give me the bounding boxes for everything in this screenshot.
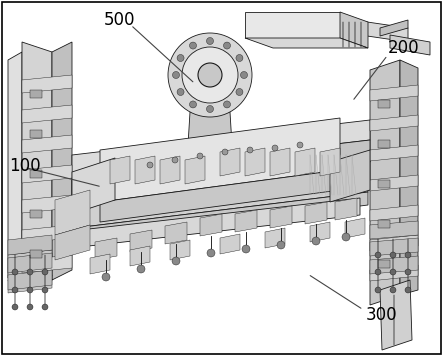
Circle shape	[297, 142, 303, 148]
Polygon shape	[265, 228, 285, 248]
Polygon shape	[370, 221, 418, 239]
Circle shape	[168, 33, 252, 117]
Bar	[378, 140, 390, 148]
Circle shape	[27, 269, 33, 275]
Circle shape	[182, 47, 238, 103]
Bar	[378, 220, 390, 228]
Circle shape	[42, 304, 48, 310]
Polygon shape	[370, 265, 418, 281]
Circle shape	[147, 162, 153, 168]
Polygon shape	[95, 238, 117, 260]
Circle shape	[312, 237, 320, 245]
Circle shape	[247, 147, 253, 153]
Polygon shape	[22, 42, 52, 280]
Polygon shape	[130, 246, 150, 266]
Polygon shape	[100, 118, 340, 202]
Text: 200: 200	[388, 39, 419, 57]
Circle shape	[27, 287, 33, 293]
Circle shape	[375, 287, 381, 293]
Polygon shape	[180, 145, 240, 165]
Polygon shape	[22, 75, 72, 93]
Circle shape	[190, 101, 197, 108]
Circle shape	[272, 145, 278, 151]
Polygon shape	[22, 225, 72, 243]
Polygon shape	[370, 115, 418, 131]
Polygon shape	[130, 230, 152, 252]
Polygon shape	[200, 214, 222, 236]
Polygon shape	[8, 275, 52, 293]
Polygon shape	[8, 253, 52, 273]
Polygon shape	[220, 234, 240, 254]
Circle shape	[236, 89, 243, 95]
Bar	[30, 170, 42, 178]
Text: 500: 500	[104, 11, 136, 28]
Polygon shape	[320, 148, 340, 176]
Circle shape	[390, 287, 396, 293]
Circle shape	[207, 249, 215, 257]
Polygon shape	[90, 254, 110, 274]
Bar	[378, 100, 390, 108]
Circle shape	[206, 105, 214, 112]
Circle shape	[241, 72, 248, 79]
Polygon shape	[72, 140, 370, 197]
Polygon shape	[8, 263, 52, 281]
Polygon shape	[80, 198, 360, 247]
Circle shape	[27, 304, 33, 310]
Polygon shape	[235, 210, 257, 232]
Circle shape	[137, 265, 145, 273]
Polygon shape	[8, 250, 52, 268]
Polygon shape	[370, 175, 418, 191]
Circle shape	[242, 245, 250, 253]
Polygon shape	[8, 270, 52, 290]
Circle shape	[405, 252, 411, 258]
Polygon shape	[22, 105, 72, 123]
Circle shape	[42, 287, 48, 293]
Polygon shape	[22, 195, 72, 213]
Polygon shape	[8, 235, 52, 255]
Circle shape	[390, 269, 396, 275]
Circle shape	[342, 233, 350, 241]
Circle shape	[197, 153, 203, 159]
Polygon shape	[22, 165, 72, 183]
Polygon shape	[340, 18, 408, 42]
Polygon shape	[72, 158, 115, 214]
Circle shape	[405, 269, 411, 275]
Bar	[30, 130, 42, 138]
Bar	[30, 250, 42, 258]
Polygon shape	[170, 240, 190, 260]
Polygon shape	[75, 192, 368, 242]
Circle shape	[12, 304, 18, 310]
Polygon shape	[345, 218, 365, 238]
Polygon shape	[390, 35, 430, 55]
Polygon shape	[22, 135, 72, 153]
Polygon shape	[188, 112, 232, 145]
Polygon shape	[330, 150, 370, 202]
Polygon shape	[110, 156, 130, 184]
Polygon shape	[370, 85, 418, 101]
Text: 300: 300	[365, 306, 397, 324]
Circle shape	[224, 101, 230, 108]
Polygon shape	[380, 280, 412, 350]
Circle shape	[375, 269, 381, 275]
Circle shape	[172, 72, 179, 79]
Circle shape	[177, 54, 184, 62]
Circle shape	[42, 269, 48, 275]
Bar	[378, 180, 390, 188]
Circle shape	[206, 37, 214, 44]
Polygon shape	[340, 12, 368, 48]
Text: 100: 100	[9, 157, 40, 174]
Polygon shape	[295, 148, 315, 176]
Polygon shape	[100, 170, 340, 222]
Polygon shape	[8, 52, 22, 278]
Polygon shape	[370, 145, 418, 161]
Polygon shape	[380, 20, 408, 36]
Bar	[378, 260, 390, 268]
Circle shape	[102, 273, 110, 281]
Polygon shape	[160, 156, 180, 184]
Circle shape	[390, 252, 396, 258]
Circle shape	[172, 157, 178, 163]
Bar	[30, 90, 42, 98]
Polygon shape	[245, 12, 340, 38]
Polygon shape	[22, 255, 72, 273]
